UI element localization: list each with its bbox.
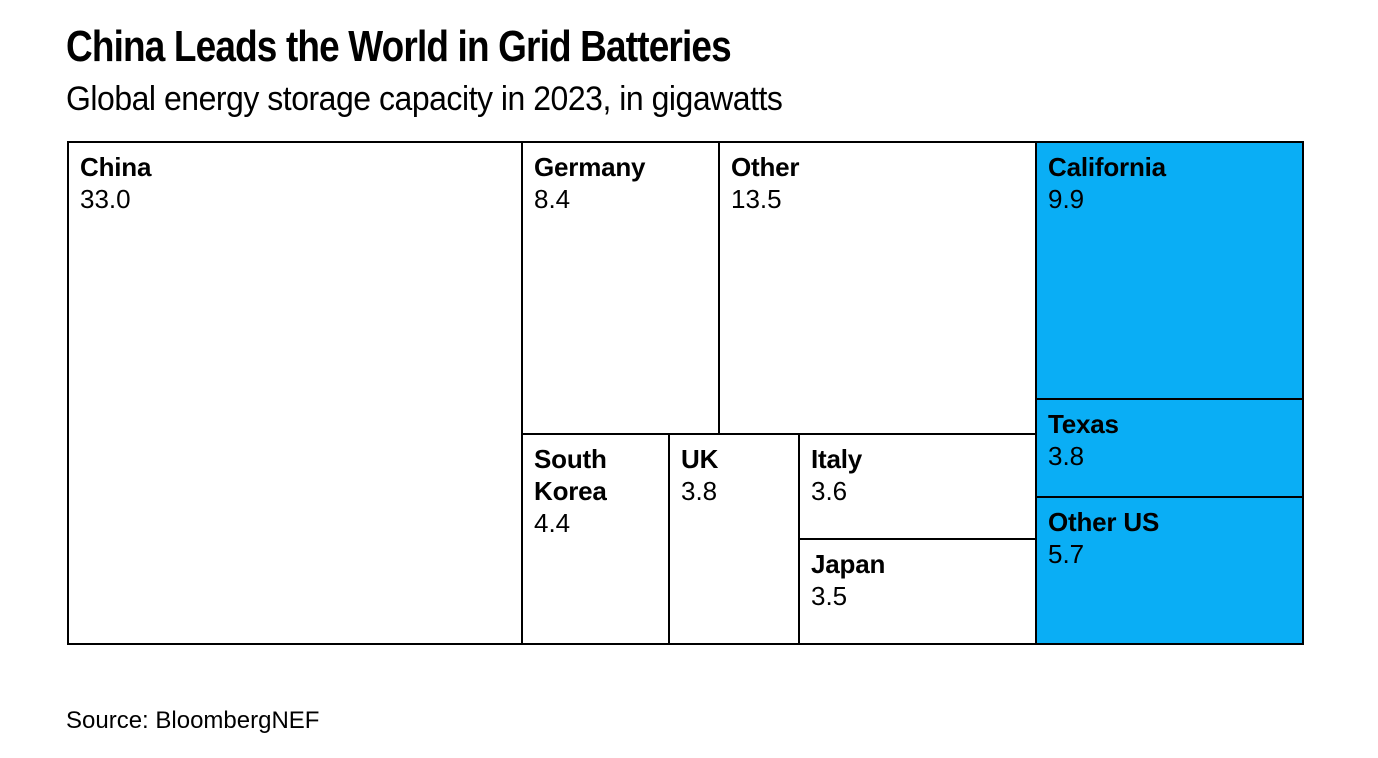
- tile-value: 3.8: [1048, 441, 1085, 471]
- tile-label: Germany: [534, 152, 646, 182]
- chart-source: Source: BloombergNEF: [66, 707, 320, 734]
- tile-label: California: [1048, 152, 1166, 182]
- treemap-tile-uk: UK 3.8: [669, 434, 799, 644]
- tile-label: China: [80, 152, 152, 182]
- tile-value: 8.4: [534, 184, 571, 214]
- tile-label: Japan: [811, 549, 886, 579]
- tile-value: 9.9: [1048, 184, 1085, 214]
- tile-value: 3.8: [681, 476, 718, 506]
- treemap-tile-italy: Italy 3.6: [799, 434, 1036, 539]
- tile-label: Italy: [811, 444, 863, 474]
- chart-subtitle: Global energy storage capacity in 2023, …: [66, 80, 783, 118]
- tile-label: Other: [731, 152, 800, 182]
- tile-value: 4.4: [534, 508, 571, 538]
- treemap: China 33.0 Germany 8.4 Other 13.5 South Korea 4…: [67, 141, 1304, 645]
- tile-label: Texas: [1048, 409, 1119, 439]
- tile-label: UK: [681, 444, 719, 474]
- treemap-tile-california: California 9.9: [1036, 142, 1303, 399]
- tile-value: 3.5: [811, 581, 848, 611]
- tile-value: 5.7: [1048, 539, 1085, 569]
- treemap-tile-texas: Texas 3.8: [1036, 399, 1303, 497]
- treemap-tile-japan: Japan 3.5: [799, 539, 1036, 644]
- treemap-tile-germany: Germany 8.4: [522, 142, 719, 434]
- treemap-tile-other: Other 13.5: [719, 142, 1036, 434]
- tile-value: 13.5: [731, 184, 782, 214]
- tile-label: South Korea: [534, 444, 607, 506]
- chart-title: China Leads the World in Grid Batteries: [66, 22, 732, 71]
- tile-label: Other US: [1048, 507, 1160, 537]
- treemap-tile-china: China 33.0: [68, 142, 522, 644]
- tile-value: 33.0: [80, 184, 131, 214]
- treemap-tile-south-korea: South Korea 4.4: [522, 434, 669, 644]
- treemap-tile-other-us: Other US 5.7: [1036, 497, 1303, 644]
- tile-value: 3.6: [811, 476, 848, 506]
